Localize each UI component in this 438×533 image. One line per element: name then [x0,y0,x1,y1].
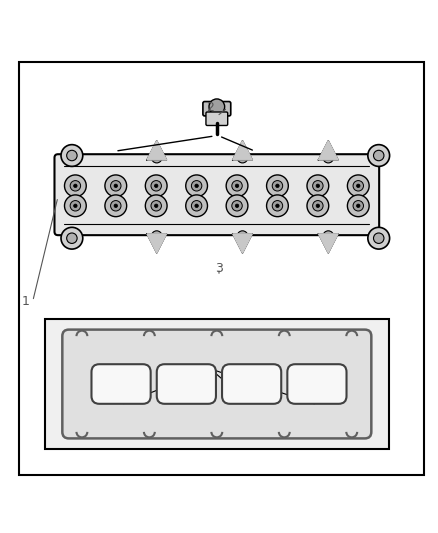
Circle shape [235,184,239,188]
Circle shape [307,195,329,217]
Circle shape [114,204,117,207]
Circle shape [347,195,369,217]
Circle shape [151,181,162,191]
Circle shape [237,231,248,241]
Circle shape [353,181,364,191]
Circle shape [267,175,288,197]
Circle shape [145,175,167,197]
Polygon shape [318,234,338,253]
Circle shape [272,200,283,211]
Circle shape [155,204,158,207]
Polygon shape [318,141,338,160]
Circle shape [374,150,384,161]
Circle shape [357,204,360,207]
Circle shape [226,195,248,217]
FancyBboxPatch shape [54,154,379,235]
Circle shape [191,181,202,191]
Circle shape [74,184,77,188]
Circle shape [235,204,239,207]
Circle shape [272,181,283,191]
Circle shape [67,233,77,244]
Text: 4: 4 [206,367,214,379]
Circle shape [186,175,208,197]
FancyBboxPatch shape [92,364,151,404]
Circle shape [368,144,390,166]
Circle shape [209,99,225,115]
Circle shape [70,200,81,211]
Circle shape [74,204,77,207]
Circle shape [195,184,198,188]
Circle shape [105,195,127,217]
FancyBboxPatch shape [206,112,228,125]
Circle shape [110,200,121,211]
Circle shape [114,184,117,188]
Circle shape [61,144,83,166]
Circle shape [110,181,121,191]
Polygon shape [147,141,166,160]
FancyBboxPatch shape [157,364,216,404]
Text: 2: 2 [206,101,214,114]
Circle shape [232,181,242,191]
Circle shape [151,200,162,211]
Circle shape [152,152,162,163]
Circle shape [64,195,86,217]
Circle shape [191,200,202,211]
Polygon shape [233,141,252,160]
Circle shape [307,175,329,197]
Circle shape [323,231,333,241]
Circle shape [145,195,167,217]
FancyBboxPatch shape [222,364,281,404]
FancyBboxPatch shape [287,364,346,404]
Circle shape [357,184,360,188]
Circle shape [276,184,279,188]
Circle shape [313,200,323,211]
Circle shape [186,195,208,217]
Circle shape [237,152,248,163]
Bar [45,319,389,449]
Circle shape [276,204,279,207]
Circle shape [316,204,320,207]
Circle shape [232,200,242,211]
Circle shape [195,204,198,207]
Circle shape [155,184,158,188]
Circle shape [313,181,323,191]
FancyBboxPatch shape [203,102,231,116]
Circle shape [67,150,77,161]
Polygon shape [233,234,252,253]
Circle shape [316,184,320,188]
Circle shape [323,152,333,163]
Text: 1: 1 [21,295,29,308]
Circle shape [105,175,127,197]
Circle shape [61,228,83,249]
FancyBboxPatch shape [62,329,371,439]
Circle shape [368,228,390,249]
Circle shape [70,181,81,191]
Circle shape [152,231,162,241]
Polygon shape [147,234,166,253]
Circle shape [374,233,384,244]
Text: 3: 3 [215,262,223,275]
Circle shape [267,195,288,217]
Circle shape [64,175,86,197]
Circle shape [226,175,248,197]
Circle shape [347,175,369,197]
Circle shape [353,200,364,211]
